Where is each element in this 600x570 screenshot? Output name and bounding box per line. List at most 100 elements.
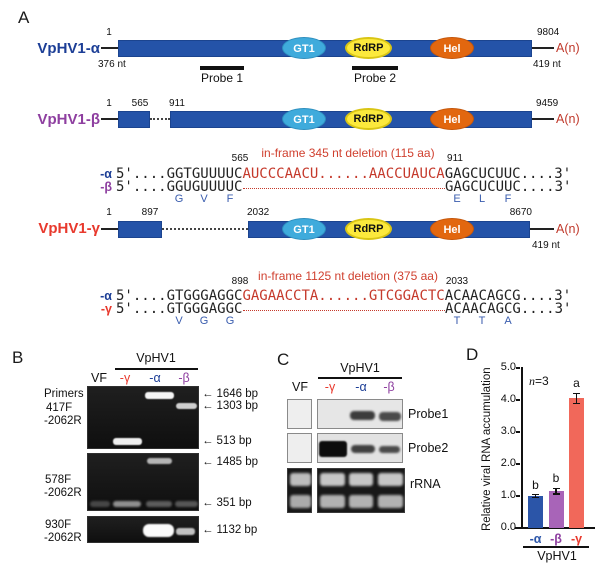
gamma-align-pos-right: 2033 [445, 276, 469, 287]
rrna-band [320, 495, 345, 508]
error-line [555, 488, 557, 495]
gel-band-351-vf [90, 501, 110, 507]
y-tick-mark [516, 431, 520, 433]
seq-deletion-dots: ...... [318, 288, 369, 304]
alpha-nt-left: 376 nt [98, 59, 126, 70]
blot-band-alpha [351, 445, 375, 453]
band-size-row: ← 513 bp [202, 435, 252, 447]
y-tick-mark [516, 399, 520, 401]
rrna-band [320, 473, 345, 486]
gamma-align-row1-sequence: 5'....GTGGGAGGCGAGAACCTA......GTCGGACTCA… [116, 288, 571, 304]
beta-deletion-line [243, 188, 445, 189]
gel-band-1646 [145, 392, 174, 399]
beta-align-row2-label: -β [100, 180, 112, 194]
rrna-band [290, 473, 311, 486]
gamma-polya-line [530, 228, 554, 230]
blot-band-gamma [319, 441, 347, 457]
gamma-aa-letter: G [199, 315, 209, 327]
alpha-start-pos: 1 [106, 27, 112, 38]
band-size-row: ← 1646 bp [202, 388, 258, 400]
y-tick-label: 4.0 [500, 393, 516, 405]
gel-band-351-gamma [113, 501, 141, 507]
y-tick-mark [516, 367, 520, 369]
x-category-label: -α [529, 532, 542, 546]
y-axis [521, 367, 523, 529]
blot-label-probe1: Probe1 [408, 407, 449, 421]
beta-aa-letter: G [174, 193, 184, 205]
probe2-label: Probe 2 [353, 71, 397, 85]
gel-band-1485 [147, 458, 172, 464]
gamma-align-row2-right: ACAACAGCG....3' [445, 301, 571, 317]
gel3-primer-f: 930F [45, 519, 72, 531]
left-arrow-icon: ← [202, 524, 214, 536]
rrna-band [378, 495, 403, 508]
gamma-aa-letter: A [504, 315, 512, 327]
seq-segment: 5'.... [116, 166, 167, 182]
n-value: =3 [535, 374, 549, 388]
alpha-nt-right: 419 nt [533, 59, 561, 70]
gel-417f-2062r [87, 386, 199, 449]
gel1-primer-f: 417F [46, 402, 73, 414]
probe1-bar [200, 66, 244, 70]
blot-band-beta [379, 446, 400, 453]
band-size-label: 513 bp [216, 435, 252, 447]
lane-label-vf: VF [292, 380, 308, 394]
beta-domain-rdrp: RdRP [345, 108, 392, 130]
gamma-deletion-title: in-frame 1125 nt deletion (375 aa) [258, 269, 438, 283]
gamma-seg-end-pos: 897 [141, 207, 159, 218]
x-category-label: -γ [570, 532, 583, 546]
y-tick-mark [516, 463, 520, 465]
gamma-domain-hel: Hel [430, 218, 474, 240]
gamma-align-row1-label: -α [100, 289, 112, 303]
gamma-deletion-dash [162, 228, 248, 230]
seq-segment: ....3' [520, 288, 572, 304]
panel-b-group-line [115, 368, 198, 370]
panel-d-label: D [466, 345, 479, 364]
gamma-start-pos: 1 [106, 207, 112, 218]
gel2-primer-r: -2062R [44, 487, 82, 499]
gamma-aa-letter: V [175, 315, 183, 327]
band-size-label: 351 bp [216, 497, 252, 509]
beta-polya: A(n) [556, 112, 580, 126]
rrna-band [290, 495, 311, 508]
beta-aa-letter: F [226, 193, 234, 205]
alpha-domain-gt1: GT1 [282, 37, 326, 59]
panel-b-label: B [12, 348, 24, 367]
gel-band-351-beta [175, 501, 198, 507]
gamma-main-start-pos: 2032 [247, 207, 270, 218]
gamma-leader-line [101, 228, 119, 230]
beta-align-pos-left: 565 [231, 153, 249, 164]
left-arrow-icon: ← [202, 388, 214, 400]
beta-align-row1-sequence: 5'....GGTGUUUUCAUCCCAACU......AACCUAUCAG… [116, 166, 571, 182]
lane-label-beta: -β [178, 371, 190, 385]
band-size-label: 1303 bp [216, 400, 259, 412]
left-arrow-icon: ← [202, 400, 214, 412]
seq-deletion-segment: GTCGGACTC [368, 288, 445, 304]
sig-letter: b [532, 477, 539, 492]
gel1-primer-r: -2062R [44, 415, 82, 427]
left-arrow-icon: ← [202, 497, 214, 509]
seq-deletion-segment: GAGAACCTA [242, 288, 319, 304]
gamma-deletion-line [243, 310, 445, 311]
gel2-primer-f: 578F [45, 474, 72, 486]
blot-band-alpha [350, 411, 375, 420]
lane-label-alpha: -α [355, 380, 367, 394]
error-cap [552, 487, 560, 490]
gamma-polya: A(n) [556, 222, 580, 236]
gamma-nt-right: 419 nt [532, 240, 560, 251]
beta-main-start-pos: 911 [169, 98, 185, 109]
seq-segment: GAGCUCUUC [445, 179, 521, 195]
gel-band-513 [113, 438, 142, 445]
beta-deletion-title: in-frame 345 nt deletion (115 aa) [261, 146, 435, 160]
genome-alpha-name: VpHV1-α [37, 40, 100, 57]
seq-segment: ....3' [520, 301, 572, 317]
gamma-5p-box [118, 221, 162, 238]
rrna-band [378, 473, 403, 486]
bar [548, 491, 564, 528]
y-tick-label: 3.0 [500, 425, 516, 437]
band-size-row: ← 1303 bp [202, 400, 258, 412]
bar [528, 496, 543, 528]
beta-aa-letter: F [504, 193, 512, 205]
seq-segment: 5'.... [116, 179, 167, 195]
n-italic: n [529, 374, 535, 388]
